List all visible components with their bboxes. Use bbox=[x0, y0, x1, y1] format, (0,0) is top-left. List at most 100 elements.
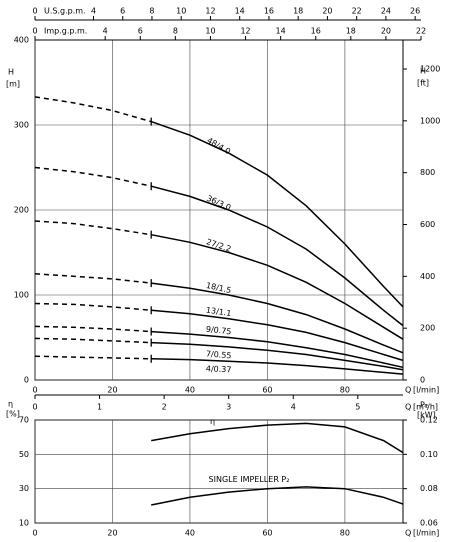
y2-tick-label: 800 bbox=[420, 168, 435, 177]
y-tick-label: 70 bbox=[19, 416, 29, 425]
x-tick-label: 0 bbox=[32, 386, 37, 395]
curve bbox=[34, 96, 152, 123]
x-tick-label: 80 bbox=[340, 529, 350, 538]
secondary-tick-label: 16 bbox=[264, 7, 274, 16]
y2-tick-label: 0.10 bbox=[420, 450, 438, 459]
secondary-tick-label: 10 bbox=[205, 27, 215, 36]
y2-tick-label: 1200 bbox=[420, 65, 440, 74]
curve-label: 27/2.2 bbox=[205, 237, 232, 254]
curve bbox=[34, 273, 152, 284]
y2-tick-label: 0.12 bbox=[420, 416, 438, 425]
y2-tick-label: 0.08 bbox=[420, 484, 438, 493]
secondary-tick-label: 0 bbox=[32, 403, 37, 412]
secondary-axis-label: Imp.g.p.m. bbox=[44, 27, 87, 36]
curve bbox=[34, 337, 152, 344]
curve bbox=[34, 325, 152, 333]
y2-axis-label: H bbox=[420, 67, 426, 76]
y-axis-label: H bbox=[8, 68, 14, 77]
secondary-axis-label: U.S.g.p.m. bbox=[44, 7, 86, 16]
y-axis-label: η bbox=[8, 400, 13, 409]
secondary-axis-unit: [m³/h] bbox=[413, 403, 438, 412]
secondary-tick-label: 12 bbox=[205, 7, 215, 16]
secondary-tick-label: 6 bbox=[138, 27, 143, 36]
y2-tick-label: 200 bbox=[420, 324, 435, 333]
curve bbox=[151, 358, 404, 375]
y-axis-unit: [m] bbox=[6, 80, 20, 89]
y-axis-unit: [%] bbox=[6, 410, 20, 419]
x-tick-label: 60 bbox=[262, 529, 272, 538]
series-label: η bbox=[210, 417, 215, 426]
curve bbox=[150, 120, 404, 308]
x-axis-unit: [l/min] bbox=[413, 529, 439, 538]
secondary-tick-label: 20 bbox=[322, 7, 332, 16]
x-axis-label: Q bbox=[405, 386, 411, 395]
secondary-tick-label: 4 bbox=[103, 27, 108, 36]
series-label: SINGLE IMPELLER P₂ bbox=[209, 475, 290, 484]
curve bbox=[151, 330, 404, 369]
y2-axis-unit: [ft] bbox=[417, 79, 429, 88]
curve bbox=[151, 282, 404, 354]
y2-axis-unit: [kW] bbox=[417, 411, 436, 420]
curve bbox=[34, 355, 152, 360]
secondary-tick-label: 12 bbox=[240, 27, 250, 36]
secondary-tick-label: 6 bbox=[120, 7, 125, 16]
secondary-tick-label: 18 bbox=[346, 27, 356, 36]
curve bbox=[151, 309, 404, 362]
curve-label: 36/3.0 bbox=[205, 194, 232, 213]
y-tick-label: 30 bbox=[19, 484, 29, 493]
secondary-tick-label: 8 bbox=[173, 27, 178, 36]
x-tick-label: 0 bbox=[32, 529, 37, 538]
curve bbox=[34, 166, 152, 187]
x-tick-label: 40 bbox=[185, 386, 195, 395]
curve bbox=[151, 185, 404, 327]
curve-label: 9/0.75 bbox=[205, 325, 231, 337]
secondary-tick-label: 2 bbox=[162, 403, 167, 412]
curve-label: 7/0.55 bbox=[206, 349, 232, 360]
y-tick-label: 400 bbox=[14, 36, 29, 45]
x-tick-label: 20 bbox=[107, 386, 117, 395]
secondary-tick-label: 1 bbox=[97, 403, 102, 412]
y-tick-label: 200 bbox=[14, 206, 29, 215]
curve-label: 13/1.1 bbox=[205, 305, 232, 318]
secondary-tick-label: 0 bbox=[32, 7, 37, 16]
curve bbox=[34, 302, 152, 312]
secondary-tick-label: 8 bbox=[149, 7, 154, 16]
x-tick-label: 20 bbox=[107, 529, 117, 538]
secondary-axis-label: Q bbox=[405, 403, 411, 412]
x-tick-label: 80 bbox=[340, 386, 350, 395]
y2-tick-label: 1000 bbox=[420, 116, 440, 125]
curve bbox=[151, 486, 404, 506]
secondary-tick-label: 16 bbox=[311, 27, 321, 36]
secondary-tick-label: 22 bbox=[352, 7, 362, 16]
curve bbox=[151, 422, 404, 454]
secondary-tick-label: 18 bbox=[293, 7, 303, 16]
x-axis-label: Q bbox=[405, 529, 411, 538]
x-tick-label: 60 bbox=[262, 386, 272, 395]
y2-axis-label: P₂ bbox=[420, 401, 428, 410]
secondary-tick-label: 4 bbox=[291, 403, 296, 412]
x-axis-unit: [l/min] bbox=[413, 386, 439, 395]
secondary-tick-label: 4 bbox=[91, 7, 96, 16]
curve-label: 48/4.0 bbox=[205, 136, 232, 157]
y2-tick-label: 400 bbox=[420, 272, 435, 281]
secondary-tick-label: 26 bbox=[410, 7, 420, 16]
y2-tick-label: 600 bbox=[420, 220, 435, 229]
secondary-tick-label: 14 bbox=[235, 7, 245, 16]
y-tick-label: 100 bbox=[14, 291, 29, 300]
secondary-tick-label: 3 bbox=[226, 403, 231, 412]
curve bbox=[151, 341, 404, 371]
secondary-tick-label: 14 bbox=[276, 27, 286, 36]
curve bbox=[151, 233, 404, 340]
secondary-tick-label: 22 bbox=[416, 27, 426, 36]
curve-label: 4/0.37 bbox=[206, 364, 232, 374]
y2-tick-label: 0 bbox=[420, 376, 425, 385]
y-tick-label: 300 bbox=[14, 121, 29, 130]
secondary-tick-label: 20 bbox=[381, 27, 391, 36]
x-tick-label: 40 bbox=[185, 529, 195, 538]
y-tick-label: 50 bbox=[19, 450, 29, 459]
secondary-tick-label: 24 bbox=[381, 7, 391, 16]
secondary-tick-label: 0 bbox=[32, 27, 37, 36]
y2-tick-label: 0.06 bbox=[420, 519, 438, 528]
secondary-tick-label: 10 bbox=[176, 7, 186, 16]
